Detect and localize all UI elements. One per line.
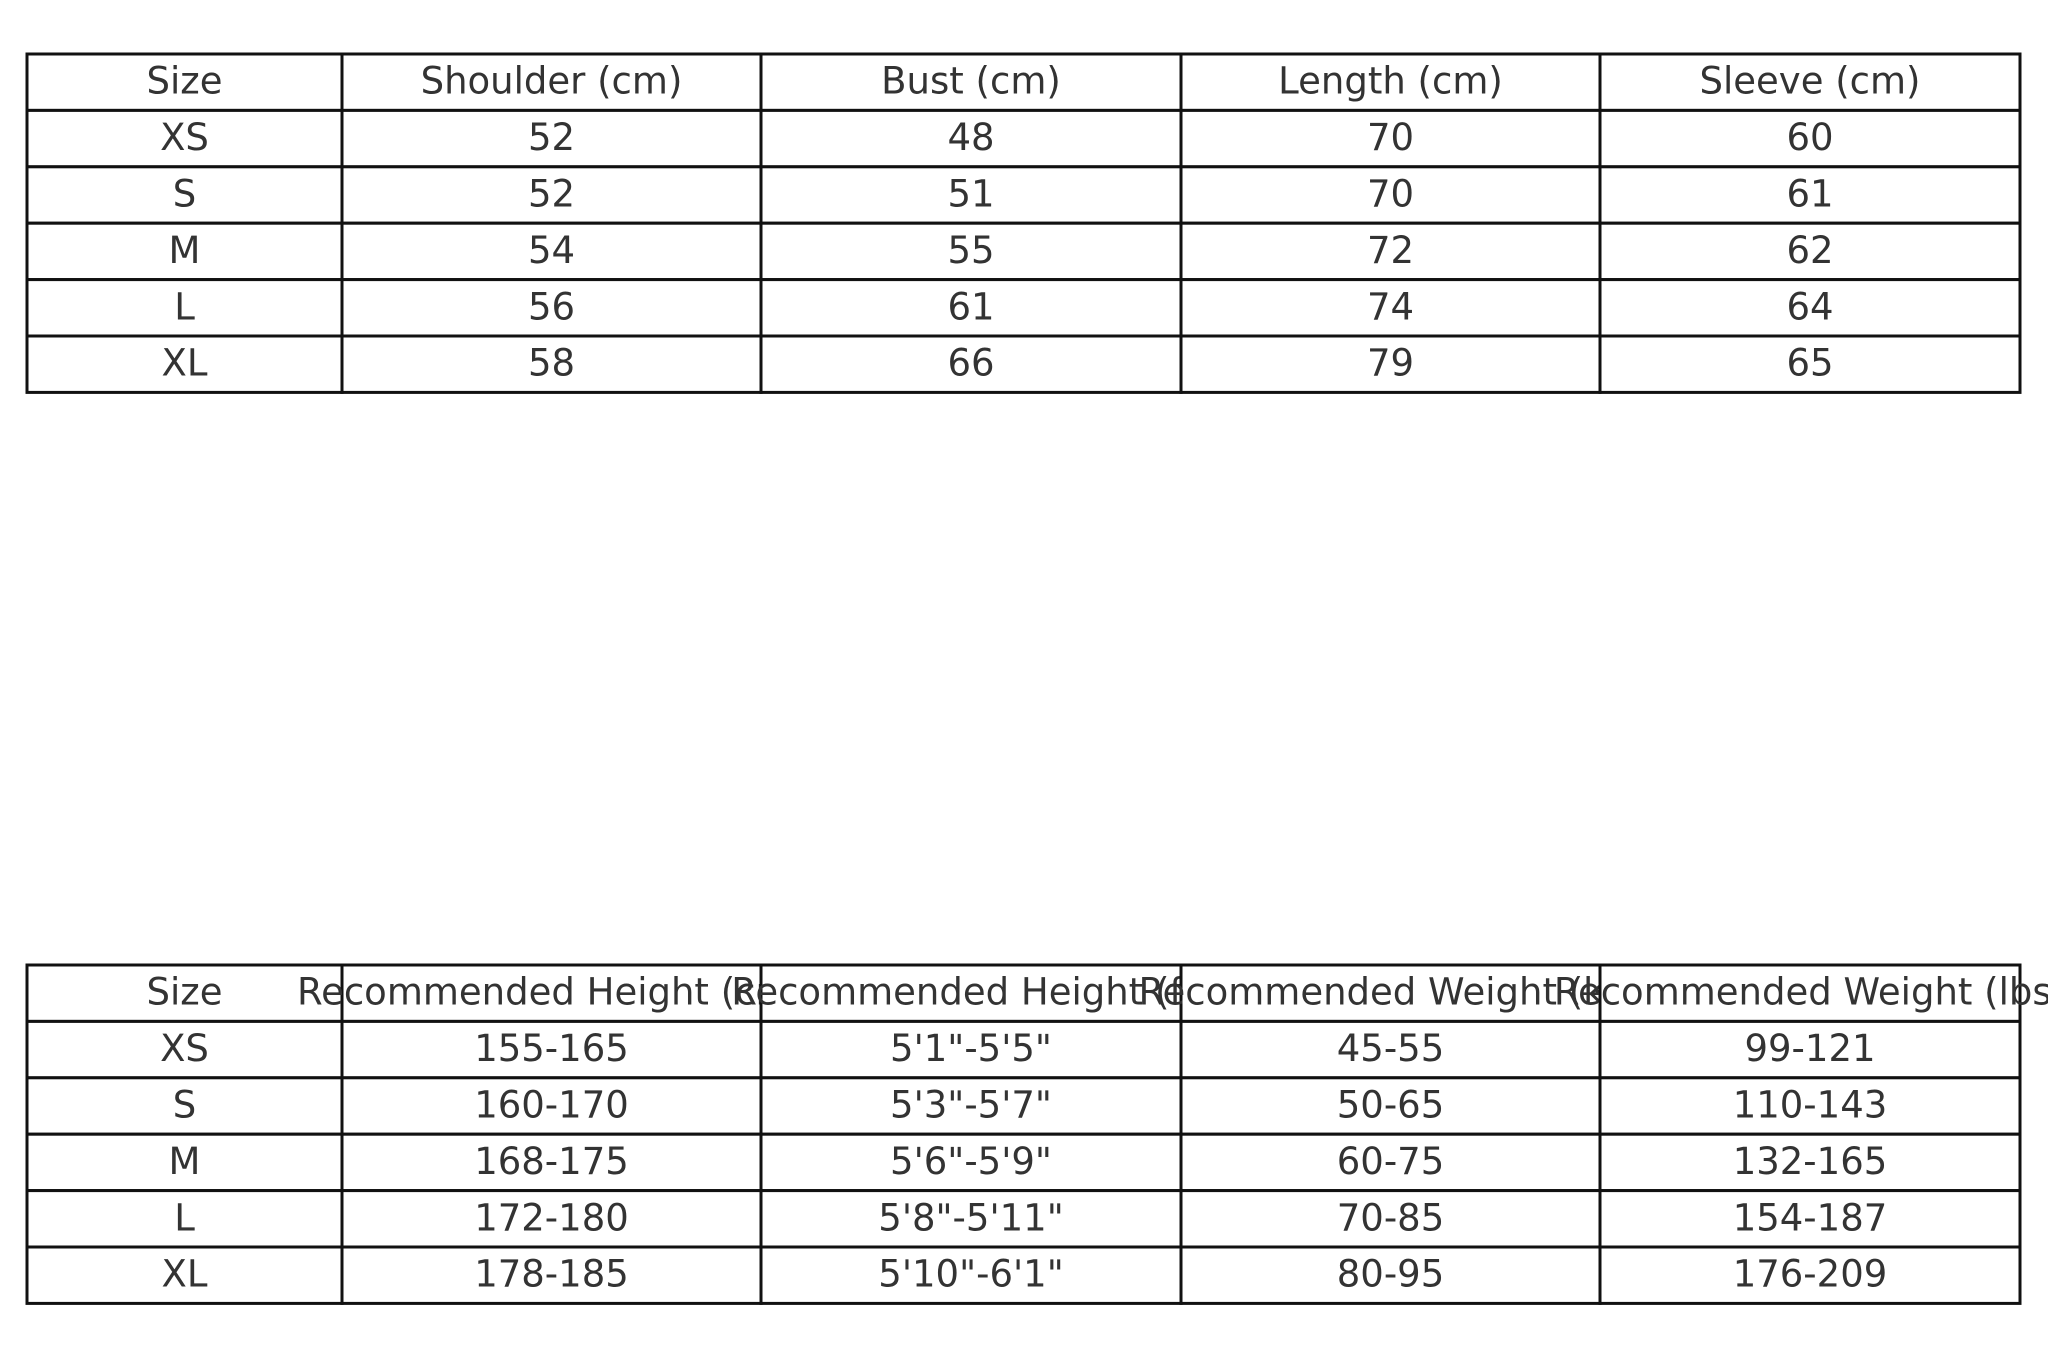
table-cell xyxy=(25,108,344,169)
cell-text: 55 xyxy=(947,229,994,272)
table-cell xyxy=(759,108,1183,169)
cell-text: 61 xyxy=(947,285,994,328)
cell-text: 62 xyxy=(1786,229,1833,272)
table-cell xyxy=(759,221,1183,282)
header-cell-text: Shoulder (cm) xyxy=(421,60,683,103)
header-cell-text: Sleeve (cm) xyxy=(1700,60,1921,103)
header-cell-text: Size xyxy=(147,60,223,103)
table-cell xyxy=(1598,221,2022,282)
table-cell xyxy=(759,1019,1183,1080)
cell-text: 172-180 xyxy=(474,1196,629,1239)
cell-text: XS xyxy=(160,1027,209,1070)
cell-text: 61 xyxy=(1786,173,1833,216)
table-cell xyxy=(1598,1132,2022,1193)
table-cell xyxy=(25,1019,344,1080)
cell-text: XL xyxy=(162,1253,208,1296)
table-cell xyxy=(1598,1189,2022,1249)
cell-text: 176-209 xyxy=(1733,1253,1888,1296)
cell-text: 74 xyxy=(1367,285,1414,328)
table-cell xyxy=(759,334,1183,394)
cell-text: 5'1"-5'5" xyxy=(890,1027,1052,1070)
cell-text: L xyxy=(174,1196,195,1239)
table-cell xyxy=(1598,334,2022,394)
cell-text: L xyxy=(174,285,195,328)
table-cell xyxy=(25,1076,344,1136)
cell-text: S xyxy=(173,1084,197,1127)
cell-text: 5'10"-6'1" xyxy=(878,1253,1063,1296)
cell-text: 72 xyxy=(1367,229,1414,272)
table-cell xyxy=(1179,221,1602,282)
table-cell xyxy=(340,1076,763,1136)
table-cell xyxy=(25,221,344,282)
cell-text: 60 xyxy=(1786,116,1833,159)
header-cell-text: Recommended Height (ft) xyxy=(731,971,1210,1014)
table-cell xyxy=(759,1189,1183,1249)
cell-text: 178-185 xyxy=(474,1253,629,1296)
header-cell-text: Size xyxy=(147,971,223,1014)
cell-text: 50-65 xyxy=(1337,1084,1445,1127)
cell-text: M xyxy=(169,1140,201,1183)
cell-text: 60-75 xyxy=(1337,1140,1445,1183)
table-cell xyxy=(25,52,344,112)
cell-text: 52 xyxy=(528,116,575,159)
cell-text: 64 xyxy=(1786,285,1833,328)
header-cell-text: Bust (cm) xyxy=(881,60,1061,103)
cell-text: 154-187 xyxy=(1733,1196,1888,1239)
cell-text: 168-175 xyxy=(474,1140,629,1183)
header-cell-text: Recommended Weight (lbs) xyxy=(1554,971,2048,1014)
table-cell xyxy=(1598,1019,2022,1080)
cell-text: 5'6"-5'9" xyxy=(890,1140,1052,1183)
table-cell xyxy=(1179,1189,1602,1249)
table-cell xyxy=(1179,1132,1602,1193)
header-cell-text: Recommended Height (cm) xyxy=(297,971,806,1014)
table-cell xyxy=(340,1019,763,1080)
cell-text: 70-85 xyxy=(1337,1196,1445,1239)
header-cell-text: Recommended Weight (kg) xyxy=(1138,971,1642,1014)
cell-text: 80-95 xyxy=(1337,1253,1445,1296)
cell-text: 70 xyxy=(1367,173,1414,216)
cell-text: 160-170 xyxy=(474,1084,629,1127)
table-cell xyxy=(1179,334,1602,394)
cell-text: 155-165 xyxy=(474,1027,629,1070)
table-cell xyxy=(759,278,1183,338)
cell-text: 66 xyxy=(947,342,994,385)
cell-text: 110-143 xyxy=(1733,1084,1888,1127)
table-cell xyxy=(1598,1076,2022,1136)
table-cell xyxy=(340,221,763,282)
table-cell xyxy=(25,963,344,1023)
cell-text: XS xyxy=(160,116,209,159)
cell-text: 58 xyxy=(528,342,575,385)
cell-text: 65 xyxy=(1786,342,1833,385)
cell-text: 56 xyxy=(528,285,575,328)
table-cell xyxy=(340,52,763,112)
cell-text: S xyxy=(173,173,197,216)
header-cell-text: Length (cm) xyxy=(1278,60,1503,103)
cell-text: 45-55 xyxy=(1337,1027,1445,1070)
table-cell xyxy=(340,1132,763,1193)
cell-text: 99-121 xyxy=(1744,1027,1875,1070)
cell-text: 52 xyxy=(528,173,575,216)
cell-text: 5'3"-5'7" xyxy=(890,1084,1052,1127)
cell-text: 5'8"-5'11" xyxy=(878,1196,1063,1239)
table-cell xyxy=(340,334,763,394)
table-cell xyxy=(340,165,763,225)
cell-text: M xyxy=(169,229,201,272)
table-cell xyxy=(1179,165,1602,225)
cell-text: 48 xyxy=(947,116,994,159)
cell-text: 51 xyxy=(947,173,994,216)
table-cell xyxy=(340,278,763,338)
cell-text: 70 xyxy=(1367,116,1414,159)
table-cell xyxy=(340,1189,763,1249)
table-cell xyxy=(759,1076,1183,1136)
table-cell xyxy=(759,1245,1183,1305)
table-cell xyxy=(1598,1245,2022,1305)
cell-text: 54 xyxy=(528,229,575,272)
table-cell xyxy=(25,278,344,338)
cell-text: 79 xyxy=(1367,342,1414,385)
table-cell xyxy=(1598,108,2022,169)
cell-text: XL xyxy=(162,342,208,385)
cell-text: 132-165 xyxy=(1733,1140,1888,1183)
